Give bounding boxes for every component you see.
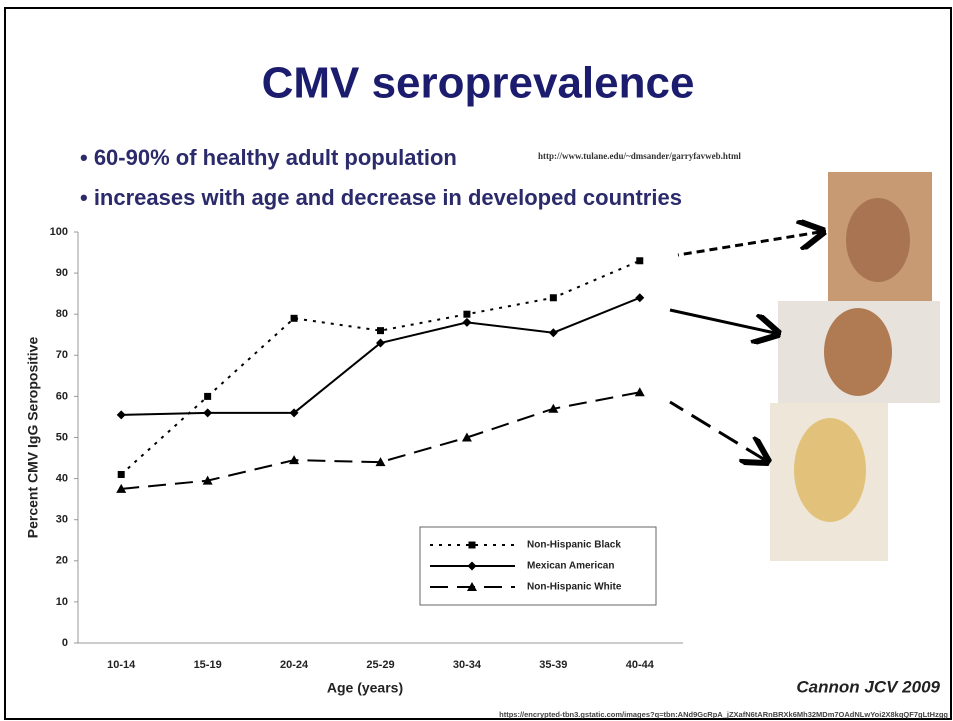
bullet: • increases with age and decrease in dev… [80,185,682,210]
marker [202,475,213,485]
arrow [669,400,765,460]
y-tick-label: 10 [56,596,68,608]
marker [116,483,127,493]
citation: Cannon JCV 2009 [796,677,940,696]
x-tick-label: 40-44 [626,659,655,671]
chart: 0 10 20 30 40 50 60 70 80 90 100 10-14 15-19 20-24 25-… [25,226,683,696]
x-tick-label: 25-29 [366,659,394,671]
marker [377,327,384,335]
y-tick-label: 90 [56,267,68,279]
y-tick-label: 20 [56,555,68,567]
marker [467,561,477,571]
arrow [669,308,775,333]
legend-label: Non-Hispanic White [527,582,622,593]
marker [468,541,476,549]
y-tick-label: 30 [56,514,68,526]
y-tick-label: 70 [56,349,68,361]
photo-face [824,308,892,396]
x-axis-label: Age (years) [327,680,403,696]
y-tick-label: 40 [56,473,68,485]
link: http://www.tulane.edu/~dmsander/garryfav… [538,151,741,161]
y-tick-label: 0 [62,637,68,649]
x-tick-label: 30-34 [453,659,482,671]
y-tick-label: 80 [56,308,68,320]
photo-face [846,198,910,282]
y-tick-label: 60 [56,390,68,402]
marker [116,410,126,420]
marker [203,408,213,418]
marker [461,432,472,442]
marker [290,314,298,322]
marker [548,403,559,413]
slide-title: CMV seroprevalence [262,59,695,108]
marker [634,387,645,397]
x-tick-label: 20-24 [280,659,309,671]
marker [375,457,386,467]
x-tick-label: 10-14 [107,659,136,671]
marker [204,392,212,400]
marker [376,338,385,348]
marker [462,317,472,327]
bullet: • 60-90% of healthy adult population [80,145,457,170]
marker [289,455,300,465]
legend-label: Non-Hispanic Black [527,540,621,551]
marker [467,582,477,591]
marker [548,328,558,338]
photo-face [794,418,866,522]
arrow [677,232,820,257]
y-axis-label: Percent CMV IgG Seropositive [25,337,41,539]
marker [117,470,125,478]
y-tick-label: 100 [50,226,68,238]
x-tick-label: 35-39 [539,659,567,671]
source-url: https://encrypted-tbn3.gstatic.com/image… [499,710,948,719]
x-tick-label: 15-19 [194,659,222,671]
marker [635,293,645,303]
marker [549,294,557,302]
legend-label: Mexican American [527,561,614,572]
marker [289,408,299,418]
y-tick-label: 50 [56,431,68,443]
marker [463,310,471,318]
marker [636,257,644,265]
legend: Non-Hispanic Black Mexican American Non-Hi… [419,526,657,606]
